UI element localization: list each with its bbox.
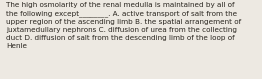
Text: The high osmolarity of the renal medulla is maintained by all of
the following e: The high osmolarity of the renal medulla… [6,2,241,49]
